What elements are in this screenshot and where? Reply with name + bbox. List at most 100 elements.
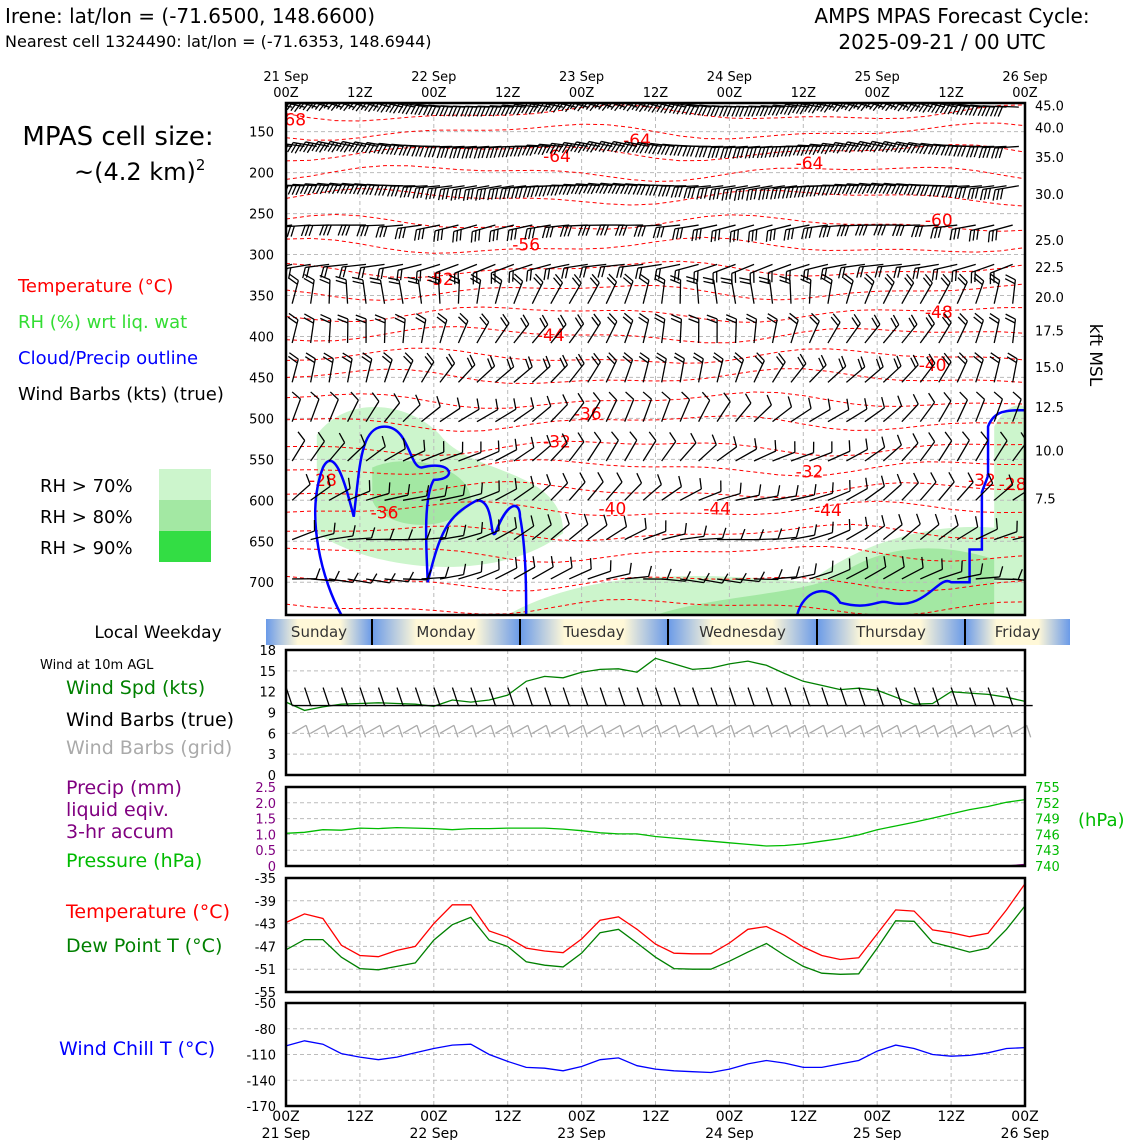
wind-barb-shaft [292,531,314,540]
bottom-date-label: 24 Sep [705,1126,754,1140]
wind-barb-flag [949,472,954,482]
pressure-tick-label: 743 [1035,844,1060,859]
wind-barb-flag [933,186,937,196]
wind-barb-shaft [902,443,918,461]
wind-barb-flag [994,106,998,116]
temperature-contour-label: -68 [278,110,306,130]
bottom-date-label: 21 Sep [262,1126,311,1140]
wind-barb-flag [490,356,494,366]
wind-barb-flag [339,267,342,278]
wind-barb-flag [453,232,454,243]
y-tick-label: -50 [255,997,276,1012]
wind-barb-flag [775,188,778,199]
wind-barb-flag [268,186,272,196]
wind-barb-flag [983,147,986,157]
wind-barb-flag [988,231,989,242]
pressure-tick-label: 350 [249,290,274,305]
wind-barb-flag [900,225,904,235]
wind-panel-title: Wind at 10m AGL [40,658,154,673]
wind-barb-flag [827,226,830,237]
panel-legend-label: Pressure (hPa) [66,850,202,872]
wind-barb-flag [408,572,413,582]
wind-barb-flag [958,228,960,239]
wind-barb-flag [471,189,473,200]
wind-barb-shaft [957,482,973,500]
wind-barb-shaft [532,567,553,579]
wind-barb-flag [471,232,472,243]
wind-barb-flag [755,438,757,449]
y-tick-label: 1.0 [255,828,276,843]
y-tick-label: -80 [255,1023,276,1038]
wind-barb-flag [441,147,444,157]
wind-barb-flag [351,392,358,400]
wind-barb-flag [662,186,666,196]
wind-barb-shaft [809,409,830,421]
y-tick-label: 0.5 [255,844,276,859]
wind-barb-grid [325,725,329,737]
wind-barb-flag [289,268,291,279]
wind-barb-flag [269,227,272,238]
wind-barb-flag [856,225,860,235]
wind-barb-grid [860,725,864,737]
wind-barb-true [693,688,699,706]
wind-barb-flag [563,473,568,483]
wind-barb-true [656,688,662,706]
wind-barb-shaft [569,524,588,539]
pressure-axis-label: (hPa) [1078,810,1125,831]
wind-barb-flag [704,526,706,537]
wind-barb-flag [263,144,268,154]
y-tick-label: 6 [268,727,276,742]
wind-barb-flag [602,266,605,277]
wind-barb-flag [774,229,775,240]
wind-barb-flag [645,518,646,529]
height-tick-label: 12.5 [1035,401,1064,416]
bottom-hour-label: 12Z [494,1109,521,1125]
wind-barb-flag [584,267,587,278]
wind-barb-flag [767,395,771,405]
legend-item-text: Temperature (°C) [17,276,173,297]
wind-barb-flag [847,399,849,410]
panel-legend-label: Precip (mm) [66,777,182,799]
wind-barb-flag [346,225,350,235]
wind-barb-shaft [828,410,849,422]
wind-barb-flag [311,392,319,399]
wind-barb-flag [790,187,793,198]
wind-barb-flag [519,187,522,198]
wind-barb-shaft [532,406,550,421]
wind-barb-flag [271,269,273,280]
weekday-label: Thursday [855,623,926,641]
wind-barb-flag [751,189,753,200]
wind-barb-flag [439,189,441,200]
wind-barb-flag [721,148,724,159]
wind-barb-flag [316,568,320,578]
wind-barb-true [452,688,458,706]
wind-barb-flag [857,267,860,278]
wind-barb-flag [476,190,478,201]
wind-barb-grid [754,725,768,733]
wind-barb-flag [788,396,791,407]
wind-barb-flag [674,145,678,155]
rh-legend-label: RH > 80% [40,507,133,528]
wind-barb-flag [770,230,771,241]
wind-barb-shaft [717,447,736,461]
wind-barb-flag [643,392,651,399]
wind-barb-flag [691,146,695,156]
wind-barb-flag [994,392,1002,399]
wind-barb-flag [639,267,641,278]
panel-legend-label: Wind Barbs (true) [66,709,234,731]
wind-barb-flag [720,106,724,116]
wind-barb-flag [303,267,306,278]
wind-barb-shaft [865,526,885,540]
wind-barb-flag [279,144,284,154]
wind-barb-flag [514,398,516,409]
weekday-label: Wednesday [699,623,786,641]
wind-barb-shaft [477,570,499,579]
cell-size-value: ~(4.2 km)2 [74,156,205,186]
panel-legend-label: Dew Point T (°C) [66,935,222,957]
pressure-tick-label: 600 [249,494,274,509]
wind-barb-flag [921,185,925,195]
wind-barb-flag [298,432,305,441]
wind-barb-flag [692,230,694,241]
wind-barb-shaft [292,484,310,500]
wind-barb-flag [958,146,962,156]
